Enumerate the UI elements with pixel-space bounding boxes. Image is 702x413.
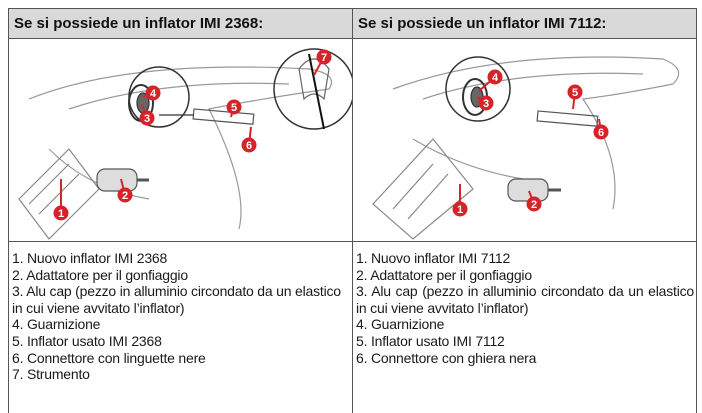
list-item: 5. Inflator usato IMI 2368: [12, 333, 350, 350]
column-header: Se si possiede un inflator IMI 2368:: [9, 9, 353, 39]
page: Se si possiede un inflator IMI 2368: Se …: [8, 8, 697, 413]
list-item: 5. Inflator usato IMI 7112: [356, 333, 694, 350]
list-item: 1. Nuovo inflator IMI 7112: [356, 250, 694, 267]
callout-number: 4: [150, 88, 157, 100]
list-item: 4. Guarnizione: [356, 316, 694, 333]
callout-number: 1: [58, 208, 64, 220]
callout-number: 5: [572, 87, 578, 99]
illustration: 1 2 3 4 5 6 7: [9, 39, 352, 241]
list-item: 3. Alu cap (pezzo in alluminio circondat…: [12, 283, 350, 316]
list-item: 1. Nuovo inflator IMI 2368: [12, 250, 350, 267]
list-item: 7. Strumento: [12, 366, 350, 383]
inflator-table: Se si possiede un inflator IMI 2368: Se …: [8, 8, 697, 413]
list-item: 4. Guarnizione: [12, 316, 350, 333]
illustration: 1 2 3 4 5 6: [353, 39, 697, 241]
list-item: 2. Adattatore per il gonfiaggio: [12, 267, 350, 284]
list-item: 6. Connettore con linguette nere: [12, 350, 350, 367]
list-item: 2. Adattatore per il gonfiaggio: [356, 267, 694, 284]
callout-number: 2: [531, 199, 537, 211]
callout-number: 2: [122, 190, 128, 202]
figure-cell: 1 2 3 4 5 6 7: [9, 39, 353, 242]
callout-number: 7: [321, 52, 327, 64]
list-item: 3. Alu cap (pezzo in alluminio circondat…: [356, 283, 694, 316]
callout-number: 3: [144, 113, 150, 125]
callout-number: 1: [457, 204, 463, 216]
figure-cell: 1 2 3 4 5 6: [353, 39, 697, 242]
callout-number: 5: [231, 102, 237, 114]
callout-number: 3: [483, 98, 489, 110]
callout-number: 6: [598, 127, 604, 139]
list-item: 6. Connettore con ghiera nera: [356, 350, 694, 367]
column-header: Se si possiede un inflator IMI 7112:: [353, 9, 697, 39]
callout-number: 4: [492, 72, 499, 84]
callout-number: 6: [246, 140, 252, 152]
